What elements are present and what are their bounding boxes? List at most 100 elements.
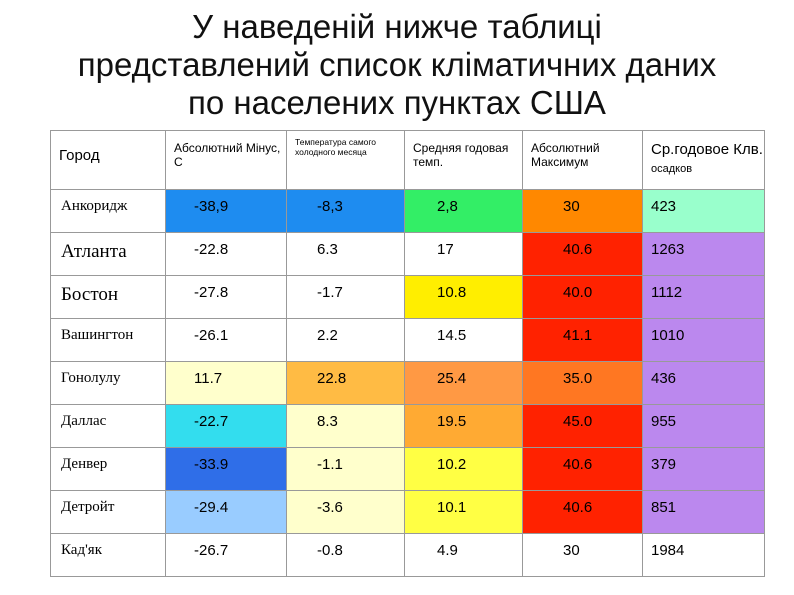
max-cell: 30 <box>522 189 643 233</box>
max-cell: 30 <box>522 533 643 577</box>
cell-value: 40.6 <box>563 456 593 473</box>
precip-cell: 1984 <box>642 533 765 577</box>
city-cell: Гонолулу <box>50 361 166 405</box>
mean-cell: 2,8 <box>404 189 523 233</box>
cell-value: 1112 <box>651 284 683 301</box>
coldest-cell: -8,3 <box>286 189 405 233</box>
mean-cell: 25.4 <box>404 361 523 405</box>
cell-value: 436 <box>651 370 677 387</box>
cell-value: Кад'як <box>61 542 102 558</box>
table-row: Гонолулу 11.7 22.8 25.4 35.0 436 <box>50 361 765 405</box>
table-row: Детройт -29.4 -3.6 10.1 40.6 851 <box>50 490 765 534</box>
cell-value: 25.4 <box>437 370 467 387</box>
table-row: Денвер -33.9 -1.1 10.2 40.6 379 <box>50 447 765 491</box>
title-line-3: по населених пунктах США <box>188 84 606 121</box>
cell-value: -26.1 <box>194 327 229 344</box>
cell-value: 955 <box>651 413 677 430</box>
cell-value: -29.4 <box>194 499 229 516</box>
coldest-cell: -1.7 <box>286 275 405 319</box>
abs-min-cell: 11.7 <box>165 361 287 405</box>
table-row: Кад'як -26.7 -0.8 4.9 30 1984 <box>50 533 765 577</box>
max-cell: 40.6 <box>522 490 643 534</box>
abs-min-cell: -22.8 <box>165 232 287 276</box>
page-title: У наведеній нижче таблиці представлений … <box>20 8 774 122</box>
cell-value: -22.8 <box>194 241 229 258</box>
header-coldest-cell: Температура самого холодного месяца <box>286 130 405 190</box>
mean-cell: 10.2 <box>404 447 523 491</box>
cell-value: 2.2 <box>317 327 338 344</box>
cell-value: 30 <box>563 198 580 215</box>
precip-cell: 1010 <box>642 318 765 362</box>
cell-value: 40.6 <box>563 499 593 516</box>
precip-cell: 1263 <box>642 232 765 276</box>
city-cell: Денвер <box>50 447 166 491</box>
header-abs-min: Абсолютний Мінус, С <box>174 141 281 169</box>
precip-cell: 851 <box>642 490 765 534</box>
city-cell: Вашингтон <box>50 318 166 362</box>
cell-value: Вашингтон <box>61 327 134 343</box>
max-cell: 45.0 <box>522 404 643 448</box>
header-abs-min-cell: Абсолютний Мінус, С <box>165 130 287 190</box>
cell-value: 41.1 <box>563 327 593 344</box>
precip-cell: 955 <box>642 404 765 448</box>
header-precip-cell: Ср.годовое Клв. осадков <box>642 130 765 190</box>
abs-min-cell: -38,9 <box>165 189 287 233</box>
cell-value: -38,9 <box>194 198 229 215</box>
cell-value: 2,8 <box>437 198 458 215</box>
cell-value: Гонолулу <box>61 370 121 386</box>
precip-cell: 436 <box>642 361 765 405</box>
mean-cell: 4.9 <box>404 533 523 577</box>
cell-value: 379 <box>651 456 677 473</box>
cell-value: 30 <box>563 542 580 559</box>
mean-cell: 10.1 <box>404 490 523 534</box>
cell-value: Даллас <box>61 413 107 429</box>
cell-value: -0.8 <box>317 542 343 559</box>
max-cell: 35.0 <box>522 361 643 405</box>
cell-value: 851 <box>651 499 677 516</box>
table-row: Даллас -22.7 8.3 19.5 45.0 955 <box>50 404 765 448</box>
cell-value: 22.8 <box>317 370 347 387</box>
coldest-cell: 22.8 <box>286 361 405 405</box>
cell-value: 40.6 <box>563 241 593 258</box>
max-cell: 40.6 <box>522 447 643 491</box>
mean-cell: 17 <box>404 232 523 276</box>
cell-value: 40.0 <box>563 284 593 301</box>
cell-value: 8.3 <box>317 413 338 430</box>
coldest-cell: -1.1 <box>286 447 405 491</box>
coldest-cell: 2.2 <box>286 318 405 362</box>
table-row: Вашингтон -26.1 2.2 14.5 41.1 1010 <box>50 318 765 362</box>
table-row: Атланта -22.8 6.3 17 40.6 1263 <box>50 232 765 276</box>
header-coldest-month: Температура самого холодного месяца <box>295 137 377 157</box>
header-city: Город <box>59 147 100 164</box>
climate-table: Город Абсолютний Мінус, С Температура са… <box>50 130 765 577</box>
cell-value: -3.6 <box>317 499 343 516</box>
max-cell: 40.6 <box>522 232 643 276</box>
table-row: Бостон -27.8 -1.7 10.8 40.0 1112 <box>50 275 765 319</box>
mean-cell: 19.5 <box>404 404 523 448</box>
table-row: Анкоридж -38,9 -8,3 2,8 30 423 <box>50 189 765 233</box>
cell-value: Анкоридж <box>61 198 128 214</box>
cell-value: -22.7 <box>194 413 229 430</box>
abs-min-cell: -33.9 <box>165 447 287 491</box>
cell-value: 1010 <box>651 327 685 344</box>
header-abs-max: Абсолютний Максимум <box>531 141 600 169</box>
abs-min-cell: -29.4 <box>165 490 287 534</box>
city-cell: Атланта <box>50 232 166 276</box>
cell-value: 10.2 <box>437 456 467 473</box>
cell-value: -8,3 <box>317 198 343 215</box>
cell-value: 4.9 <box>437 542 458 559</box>
header-precip: Ср.годовое Клв. осадков <box>644 132 764 179</box>
abs-min-cell: -22.7 <box>165 404 287 448</box>
coldest-cell: 8.3 <box>286 404 405 448</box>
abs-min-cell: -26.7 <box>165 533 287 577</box>
abs-min-cell: -26.1 <box>165 318 287 362</box>
cell-value: 10.8 <box>437 284 467 301</box>
abs-min-cell: -27.8 <box>165 275 287 319</box>
cell-value: 45.0 <box>563 413 593 430</box>
precip-cell: 423 <box>642 189 765 233</box>
header-mean-annual: Средняя годовая темп. <box>413 141 509 169</box>
cell-value: 10.1 <box>437 499 467 516</box>
mean-cell: 14.5 <box>404 318 523 362</box>
cell-value: Денвер <box>61 456 108 472</box>
cell-value: 11.7 <box>194 370 223 387</box>
